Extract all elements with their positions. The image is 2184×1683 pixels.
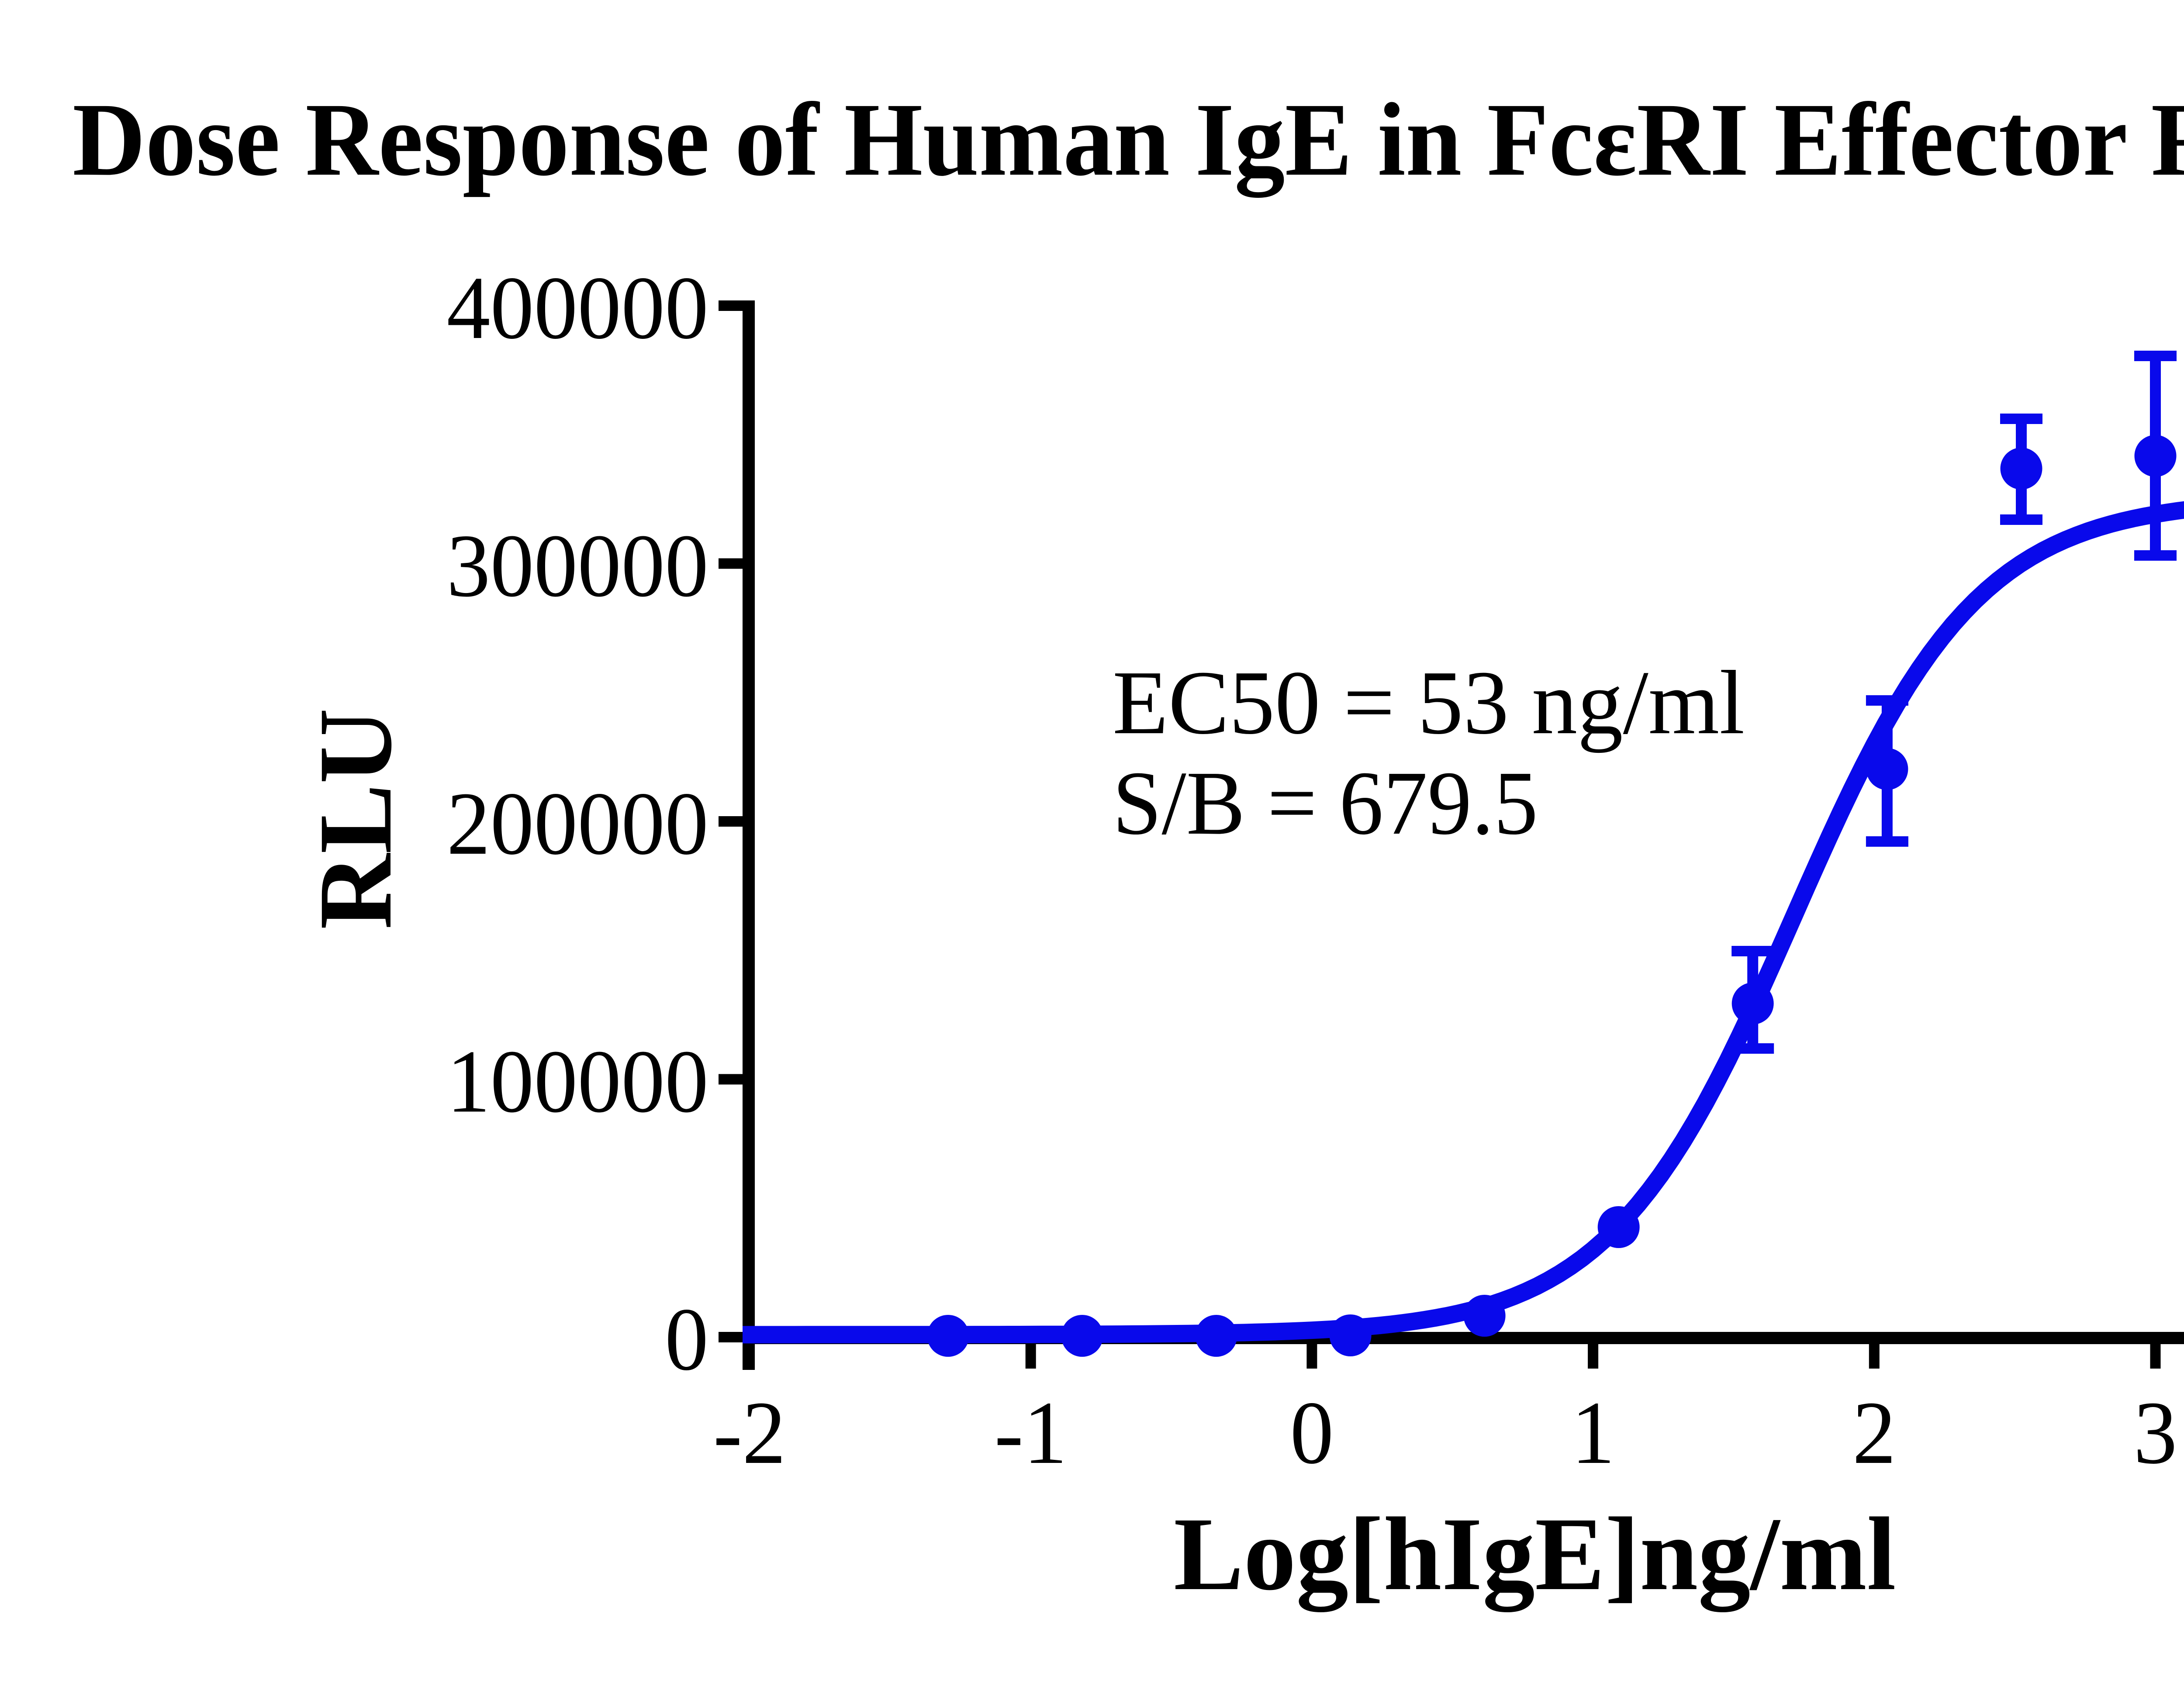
svg-text:-2: -2 xyxy=(713,1383,786,1482)
svg-text:EC50 = 53 ng/ml: EC50 = 53 ng/ml xyxy=(1113,652,1745,753)
svg-text:200000: 200000 xyxy=(447,773,708,873)
svg-text:400000: 400000 xyxy=(447,258,708,357)
svg-text:3: 3 xyxy=(2134,1383,2177,1482)
svg-text:100000: 100000 xyxy=(447,1031,708,1131)
svg-text:Log[hIgE]ng/ml: Log[hIgE]ng/ml xyxy=(1174,1496,1896,1612)
svg-text:RLU: RLU xyxy=(297,708,413,930)
svg-text:2: 2 xyxy=(1852,1383,1896,1482)
svg-text:0: 0 xyxy=(665,1289,708,1389)
svg-text:0: 0 xyxy=(1290,1383,1334,1482)
svg-text:-1: -1 xyxy=(994,1383,1067,1482)
svg-text:1: 1 xyxy=(1571,1383,1615,1482)
svg-text:300000: 300000 xyxy=(447,516,708,615)
svg-text:S/B = 679.5: S/B = 679.5 xyxy=(1113,753,1538,854)
svg-text:Dose Response of Human IgE in: Dose Response of Human IgE in FcεRI Effe… xyxy=(73,81,2184,198)
